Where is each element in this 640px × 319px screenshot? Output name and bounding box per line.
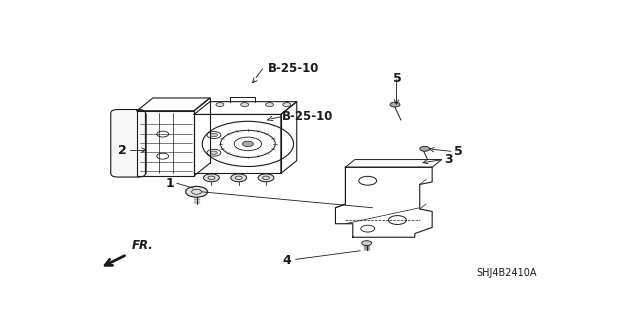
Text: B-25-10: B-25-10 <box>268 63 319 76</box>
Circle shape <box>211 133 218 137</box>
Circle shape <box>420 146 429 151</box>
Text: B-25-10: B-25-10 <box>282 110 333 123</box>
Circle shape <box>258 174 274 182</box>
FancyBboxPatch shape <box>111 109 145 177</box>
Circle shape <box>231 174 246 182</box>
Circle shape <box>204 174 220 182</box>
Circle shape <box>390 102 400 107</box>
Text: 4: 4 <box>282 254 291 267</box>
Circle shape <box>241 103 248 107</box>
Text: 2: 2 <box>118 144 127 157</box>
Circle shape <box>283 103 291 107</box>
Text: 1: 1 <box>166 177 174 190</box>
Text: 5: 5 <box>454 145 463 158</box>
Text: FR.: FR. <box>132 239 154 252</box>
Circle shape <box>216 103 224 107</box>
Circle shape <box>243 141 253 147</box>
Circle shape <box>362 241 372 246</box>
Circle shape <box>186 186 207 197</box>
Circle shape <box>266 103 273 107</box>
Circle shape <box>211 151 218 154</box>
Text: 5: 5 <box>393 72 402 85</box>
Text: SHJ4B2410A: SHJ4B2410A <box>476 268 537 278</box>
Text: 3: 3 <box>445 153 453 167</box>
